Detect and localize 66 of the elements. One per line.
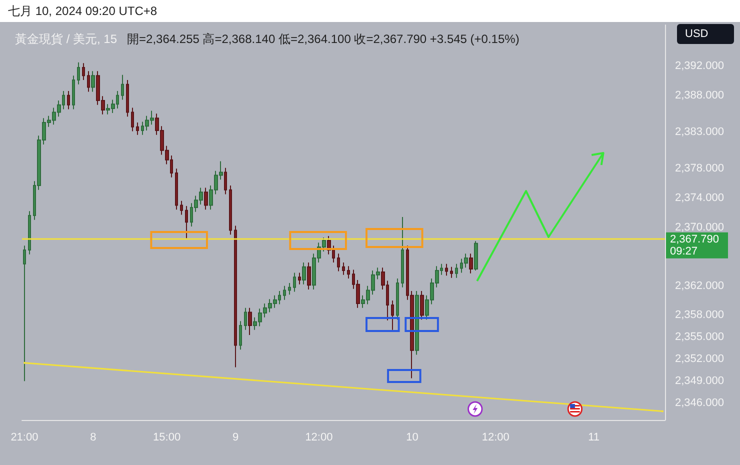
y-tick-label: 2,383.000	[675, 126, 724, 138]
y-tick-label: 2,349.000	[675, 375, 724, 388]
candlestick	[82, 62, 85, 80]
candlestick	[342, 262, 345, 276]
candlestick	[401, 216, 404, 288]
candlestick	[450, 266, 453, 278]
text: 開=2,364.255 高=2,368.140 低=2,364.100 收=2,367.790 +3.545 (+0.15%)	[127, 32, 520, 46]
candlestick	[415, 290, 419, 356]
candlestick	[474, 240, 478, 271]
candlestick	[77, 62, 80, 85]
candlestick	[126, 79, 129, 118]
candlestick	[455, 263, 458, 278]
x-tick-label: 11	[588, 432, 600, 444]
y-tick-label: 2,352.000	[675, 353, 724, 366]
y-tick-label: 2,392.000	[675, 60, 724, 72]
candlestick	[244, 307, 247, 330]
candlestick	[72, 75, 75, 110]
candlestick	[229, 184, 232, 236]
candlestick	[445, 263, 448, 276]
candlestick	[298, 272, 301, 285]
candlestick	[307, 262, 311, 290]
candlestick	[185, 206, 188, 239]
y-tick-label: 2,346.000	[675, 397, 724, 410]
y-tick-label: 2,374.000	[675, 192, 724, 204]
candlestick	[87, 70, 90, 92]
candlestick	[234, 225, 237, 368]
x-tick-label: 8	[90, 432, 96, 444]
candlestick	[224, 167, 227, 195]
candlestick	[337, 253, 340, 272]
y-tick-label: 2,362.000	[675, 280, 724, 292]
text: 2,367.790 09:27	[670, 233, 719, 258]
candlestick	[293, 272, 296, 292]
candlestick	[396, 278, 399, 320]
text: 黃金現貨 / 美元, 15	[15, 32, 118, 46]
candlestick	[91, 70, 95, 92]
x-tick-label: 12:00	[482, 432, 510, 444]
x-tick-label: 21:00	[10, 432, 38, 444]
candlestick	[131, 107, 134, 132]
x-tick-label: 10	[406, 432, 418, 444]
text: 七月 10, 2024 09:20 UTC+8	[8, 3, 158, 20]
candlestick	[67, 90, 70, 110]
y-tick-label: 2,355.000	[675, 331, 724, 344]
candlestick	[239, 320, 242, 350]
candlestick	[391, 300, 394, 330]
candlestick	[464, 253, 468, 268]
x-tick-label: 12:00	[305, 432, 333, 444]
y-tick-label: 2,378.000	[675, 162, 724, 175]
candlestick	[136, 122, 139, 136]
y-tick-label: 2,358.000	[675, 309, 724, 322]
candlestick	[302, 262, 306, 285]
candlestick	[469, 253, 473, 274]
candlestick	[28, 210, 31, 255]
candlestick	[180, 200, 183, 216]
candlestick	[204, 187, 208, 210]
candlestick	[288, 282, 291, 296]
candlestick	[248, 307, 252, 336]
y-tick-label: 2,388.000	[675, 89, 724, 102]
y-tick-label: 2,370.000	[675, 221, 724, 234]
candlestick	[121, 74, 124, 100]
candlestick	[283, 285, 286, 300]
x-tick-label: 15:00	[153, 432, 181, 444]
candlestick	[347, 266, 350, 280]
y-axis-title: USD	[685, 28, 708, 40]
candlestick	[175, 168, 178, 210]
x-tick-label: 9	[232, 432, 239, 444]
candlestick	[420, 290, 424, 320]
